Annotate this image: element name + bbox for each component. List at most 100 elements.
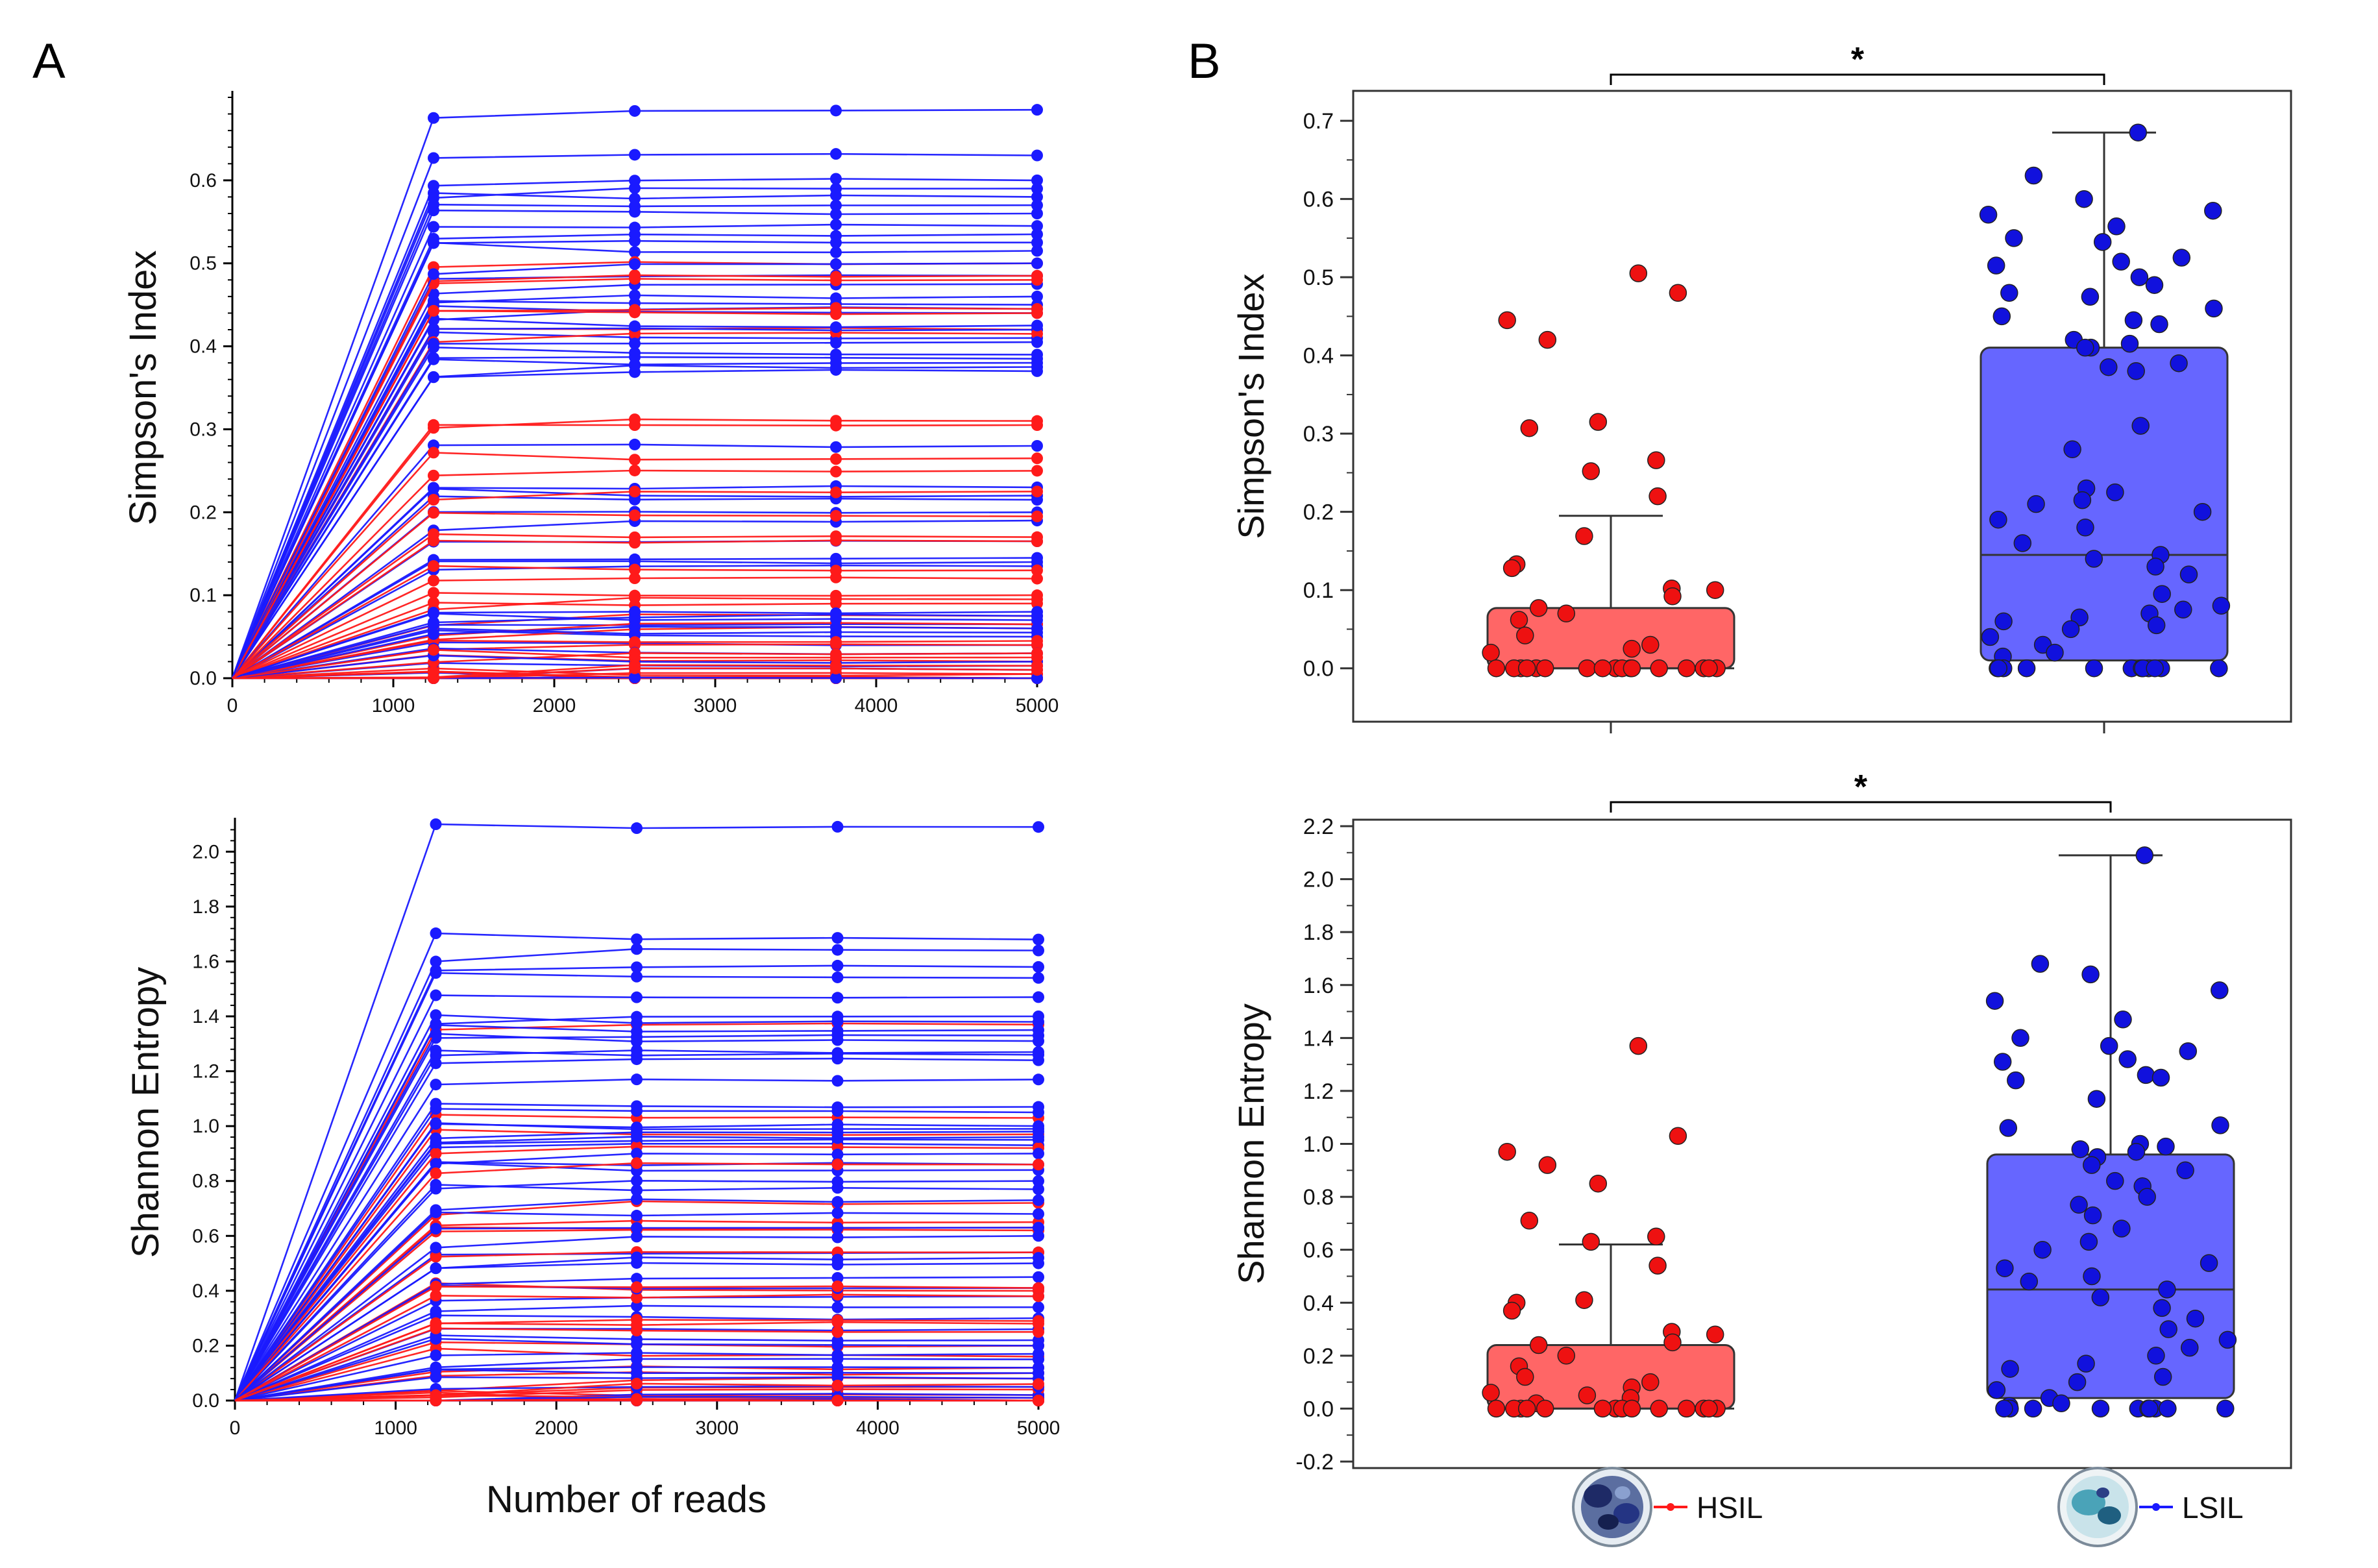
lsil-rarefaction-point xyxy=(831,959,844,972)
lsil-rarefaction-point xyxy=(629,193,641,205)
lsil-rarefaction-point xyxy=(631,1025,643,1038)
lsil-rarefaction-point xyxy=(831,932,844,944)
hsil-rarefaction-point xyxy=(428,419,439,431)
y-tick-label: -0.2 xyxy=(1295,1450,1334,1475)
x-axis-title-reads: Number of reads xyxy=(486,1478,766,1521)
hsil-rarefaction-point xyxy=(830,308,842,321)
lsil-data-point xyxy=(2046,643,2064,662)
hsil-rarefaction-point xyxy=(1033,1326,1044,1338)
hsil-data-point xyxy=(1663,1333,1682,1352)
y-tick-label: 0.1 xyxy=(1303,578,1334,603)
lsil-rarefaction-point xyxy=(631,1193,643,1205)
lsil-rarefaction-point xyxy=(1033,944,1044,957)
lsil-data-point xyxy=(2120,334,2139,353)
lsil-rarefaction-point xyxy=(831,1175,844,1188)
lsil-data-point xyxy=(2061,620,2080,639)
lsil-rarefaction-point xyxy=(430,989,442,1001)
hsil-rarefaction-point xyxy=(629,273,641,285)
hsil-rarefaction-point xyxy=(830,652,842,664)
lsil-data-point xyxy=(2204,201,2222,220)
lsil-rarefaction-point xyxy=(631,1121,643,1134)
lsil-rarefaction-point xyxy=(1033,1054,1044,1066)
lsil-data-point xyxy=(2070,1195,2088,1214)
hsil-rarefaction-point xyxy=(629,531,641,543)
hsil-data-point xyxy=(1700,1399,1718,1418)
lsil-rarefaction-point xyxy=(430,1136,442,1149)
lsil-rarefaction-point xyxy=(1031,191,1043,203)
lsil-rarefaction-point xyxy=(430,1349,442,1362)
hsil-data-point xyxy=(1629,264,1648,282)
significance-marker: * xyxy=(1854,768,1868,806)
lsil-data-point xyxy=(2146,659,2164,678)
lsil-data-point xyxy=(2127,362,2145,380)
lsil-rarefaction-point xyxy=(1033,1271,1044,1283)
hsil-data-point xyxy=(1510,611,1528,629)
lsil-rarefaction-point xyxy=(1033,1221,1044,1234)
lsil-rarefaction-point xyxy=(831,1221,844,1234)
lsil-data-point xyxy=(2174,600,2192,619)
y-tick-label: 0.8 xyxy=(1303,1185,1334,1210)
lsil-rarefaction-point xyxy=(1033,1367,1044,1379)
lsil-rarefaction-point xyxy=(830,148,842,160)
lsil-rarefaction-point xyxy=(831,971,844,983)
lsil-rarefaction-point xyxy=(831,1349,844,1361)
lsil-legend-label: LSIL xyxy=(2182,1491,2244,1525)
lsil-rarefaction-point xyxy=(830,441,842,453)
lsil-rarefaction-point xyxy=(830,672,842,684)
lsil-rarefaction-point xyxy=(428,268,439,280)
hsil-data-point xyxy=(1623,639,1641,658)
lsil-data-point xyxy=(2200,1254,2218,1272)
hsil-legend-label: HSIL xyxy=(1697,1491,1763,1525)
lsil-rarefaction-point xyxy=(631,1184,643,1197)
lsil-rarefaction-point xyxy=(428,221,439,233)
lsil-data-point xyxy=(2114,1011,2132,1029)
lsil-rarefaction-point xyxy=(430,1204,442,1216)
lsil-rarefaction-point xyxy=(831,1118,844,1131)
hsil-rarefaction-point xyxy=(430,1167,442,1179)
y-tick-label: 0.7 xyxy=(1303,109,1334,134)
lsil-data-point xyxy=(1979,206,1998,224)
lsil-rarefaction-point xyxy=(430,1242,442,1254)
lsil-rarefaction-point xyxy=(831,1025,844,1037)
hsil-rarefaction-point xyxy=(629,572,641,585)
hsil-rarefaction-point xyxy=(631,1281,643,1293)
plot-frame xyxy=(1352,90,2292,723)
lsil-rarefaction-point xyxy=(430,1009,442,1022)
y-tick-label: 0.1 xyxy=(190,585,217,606)
hsil-rarefaction-point xyxy=(1031,274,1043,286)
hsil-data-point xyxy=(1575,527,1593,545)
hsil-rarefaction-point xyxy=(428,587,439,599)
lsil-rarefaction-point xyxy=(1033,1257,1044,1269)
lsil-data-point xyxy=(2216,1399,2235,1418)
hsil-data-point xyxy=(1502,1301,1521,1320)
y-tick-label: 0.2 xyxy=(190,502,217,523)
lsil-rarefaction-point xyxy=(830,321,842,334)
lsil-data-point xyxy=(1981,628,2000,646)
lsil-rarefaction-point xyxy=(831,1101,844,1114)
lsil-rarefaction-point xyxy=(631,1338,643,1351)
lsil-rarefaction-point xyxy=(1033,1073,1044,1086)
hsil-data-point xyxy=(1487,659,1506,678)
lsil-rarefaction-point xyxy=(1031,257,1043,269)
y-tick-label: 0.4 xyxy=(1303,1291,1334,1316)
lsil-data-point xyxy=(2147,1347,2165,1365)
lsil-rarefaction-point xyxy=(428,482,439,494)
hsil-data-point xyxy=(1520,1212,1539,1230)
y-tick-label: 0.6 xyxy=(1303,1238,1334,1263)
lsil-rarefaction-point xyxy=(830,173,842,185)
lsil-rarefaction-point xyxy=(631,991,643,1003)
lsil-data-point xyxy=(2170,354,2188,373)
hsil-data-point xyxy=(1641,1373,1660,1391)
hsil-rarefaction-point xyxy=(1033,1158,1044,1171)
lsil-rarefaction-point xyxy=(831,1271,844,1284)
y-tick-label: 0.2 xyxy=(192,1335,219,1356)
lsil-rarefaction-point xyxy=(631,1210,643,1222)
hsil-data-point xyxy=(1516,626,1534,644)
lsil-data-point xyxy=(2007,1071,2025,1090)
lsil-data-point xyxy=(1993,1053,2012,1071)
lsil-rarefaction-point xyxy=(831,1148,844,1160)
lsil-rarefaction-point xyxy=(428,295,439,307)
lsil-data-point xyxy=(1995,1399,2013,1418)
hsil-data-point xyxy=(1538,330,1557,349)
lsil-data-point xyxy=(2138,1188,2156,1206)
